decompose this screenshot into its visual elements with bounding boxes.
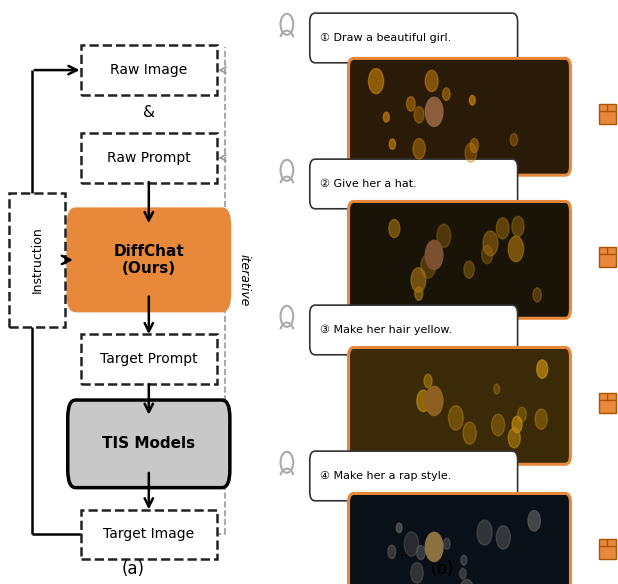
Circle shape [449, 405, 464, 430]
Circle shape [533, 288, 541, 302]
FancyBboxPatch shape [9, 193, 65, 327]
FancyBboxPatch shape [599, 104, 616, 124]
Text: Target Image: Target Image [103, 527, 195, 541]
Circle shape [508, 236, 523, 262]
Circle shape [415, 287, 423, 300]
Circle shape [389, 139, 396, 150]
FancyBboxPatch shape [81, 509, 216, 559]
Text: ① Draw a beautiful girl.: ① Draw a beautiful girl. [320, 33, 452, 43]
Text: ② Give her a hat.: ② Give her a hat. [320, 179, 417, 189]
FancyBboxPatch shape [349, 58, 570, 175]
Circle shape [437, 224, 451, 248]
Circle shape [417, 545, 425, 559]
FancyBboxPatch shape [599, 393, 616, 413]
Text: &: & [143, 105, 155, 120]
Text: Target Prompt: Target Prompt [100, 352, 198, 366]
Text: Raw Prompt: Raw Prompt [107, 151, 191, 165]
Circle shape [425, 387, 443, 416]
Circle shape [387, 545, 396, 559]
Circle shape [517, 407, 527, 422]
Circle shape [383, 112, 389, 122]
Circle shape [463, 422, 476, 444]
Circle shape [444, 538, 450, 550]
Circle shape [464, 261, 474, 278]
Circle shape [424, 374, 432, 388]
Circle shape [470, 138, 478, 152]
Circle shape [491, 414, 505, 436]
Circle shape [425, 97, 443, 127]
Circle shape [411, 267, 426, 292]
Text: ......: ...... [385, 544, 414, 559]
Circle shape [481, 245, 493, 264]
Circle shape [512, 216, 524, 237]
Text: ③ Make her hair yellow.: ③ Make her hair yellow. [320, 325, 452, 335]
FancyBboxPatch shape [310, 451, 518, 500]
Circle shape [407, 97, 415, 111]
Circle shape [477, 520, 492, 545]
Circle shape [442, 88, 450, 100]
Text: TIS Models: TIS Models [102, 436, 195, 451]
Text: Raw Image: Raw Image [110, 63, 187, 77]
Circle shape [465, 143, 476, 162]
Circle shape [494, 384, 500, 394]
Circle shape [470, 95, 475, 105]
Circle shape [413, 138, 425, 159]
Text: Instruction: Instruction [31, 227, 44, 293]
FancyBboxPatch shape [349, 493, 570, 584]
Circle shape [425, 70, 438, 92]
Text: (a): (a) [121, 560, 145, 578]
FancyBboxPatch shape [310, 13, 518, 63]
Text: iterative: iterative [238, 254, 251, 307]
Circle shape [496, 218, 509, 239]
Circle shape [508, 428, 520, 448]
Circle shape [389, 220, 400, 238]
Text: ④ Make her a rap style.: ④ Make her a rap style. [320, 471, 452, 481]
Circle shape [496, 526, 510, 549]
Circle shape [483, 231, 498, 256]
FancyBboxPatch shape [68, 209, 230, 311]
FancyBboxPatch shape [349, 201, 570, 318]
Circle shape [425, 533, 443, 562]
Circle shape [414, 107, 424, 123]
Circle shape [368, 68, 384, 93]
Circle shape [512, 416, 522, 433]
FancyBboxPatch shape [68, 400, 230, 488]
FancyBboxPatch shape [349, 347, 570, 464]
Circle shape [461, 555, 467, 565]
Circle shape [528, 510, 540, 531]
FancyBboxPatch shape [81, 46, 216, 95]
Circle shape [510, 134, 518, 146]
Circle shape [425, 241, 443, 270]
FancyBboxPatch shape [599, 539, 616, 559]
Circle shape [417, 390, 430, 412]
FancyBboxPatch shape [599, 247, 616, 267]
FancyBboxPatch shape [310, 305, 518, 355]
FancyBboxPatch shape [81, 133, 216, 182]
Circle shape [404, 532, 419, 556]
Circle shape [396, 523, 402, 533]
Circle shape [460, 579, 474, 584]
FancyBboxPatch shape [310, 159, 518, 209]
FancyBboxPatch shape [81, 334, 216, 384]
Circle shape [535, 409, 548, 429]
Circle shape [460, 568, 466, 579]
Circle shape [421, 254, 436, 278]
Circle shape [536, 360, 548, 378]
Circle shape [433, 402, 440, 414]
Text: (b): (b) [430, 560, 454, 578]
Text: DiffChat
(Ours): DiffChat (Ours) [114, 244, 184, 276]
Circle shape [411, 562, 423, 583]
